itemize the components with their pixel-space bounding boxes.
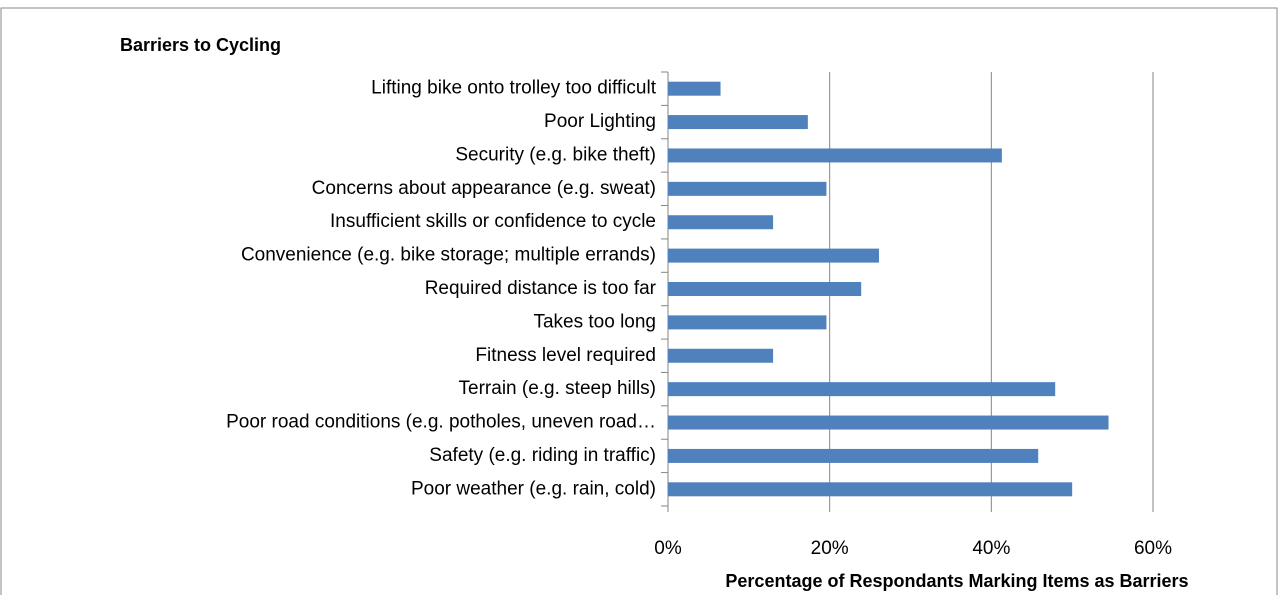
y-tick-label: Lifting bike onto trolley too difficult bbox=[371, 78, 657, 99]
bar bbox=[668, 482, 1073, 497]
y-tick-label: Poor Lighting bbox=[544, 111, 656, 132]
bar bbox=[668, 382, 1056, 397]
bar bbox=[668, 415, 1109, 430]
bar bbox=[668, 315, 827, 330]
x-tick-label: 0% bbox=[654, 538, 682, 559]
x-tick-label: 40% bbox=[972, 538, 1010, 559]
x-tick-label: 60% bbox=[1134, 538, 1172, 559]
bar bbox=[668, 115, 808, 130]
x-axis-label: Percentage of Respondants Marking Items … bbox=[725, 571, 1188, 591]
bar bbox=[668, 282, 862, 296]
chart-frame bbox=[0, 7, 1278, 595]
bar bbox=[668, 81, 721, 96]
y-tick-label: Takes too long bbox=[533, 311, 656, 332]
y-tick-label: Fitness level required bbox=[475, 345, 656, 366]
bar bbox=[668, 181, 827, 196]
y-tick-label: Required distance is too far bbox=[425, 278, 657, 299]
y-tick-label: Security (e.g. bike theft) bbox=[455, 144, 656, 165]
bar bbox=[668, 148, 1002, 163]
y-tick-label: Poor road conditions (e.g. potholes, une… bbox=[226, 412, 656, 433]
y-tick-label: Concerns about appearance (e.g. sweat) bbox=[312, 178, 656, 199]
y-tick-label: Safety (e.g. riding in traffic) bbox=[429, 445, 656, 466]
x-tick-label: 20% bbox=[811, 538, 849, 559]
bar bbox=[668, 348, 774, 363]
bar bbox=[668, 248, 879, 263]
y-tick-label: Terrain (e.g. steep hills) bbox=[459, 378, 656, 399]
bar bbox=[668, 448, 1039, 463]
bar bbox=[668, 215, 774, 230]
y-tick-label: Poor weather (e.g. rain, cold) bbox=[411, 478, 656, 499]
y-tick-label: Convenience (e.g. bike storage; multiple… bbox=[241, 245, 656, 266]
y-tick-label: Insufficient skills or confidence to cyc… bbox=[330, 211, 656, 232]
chart-title: Barriers to Cycling bbox=[120, 35, 281, 55]
